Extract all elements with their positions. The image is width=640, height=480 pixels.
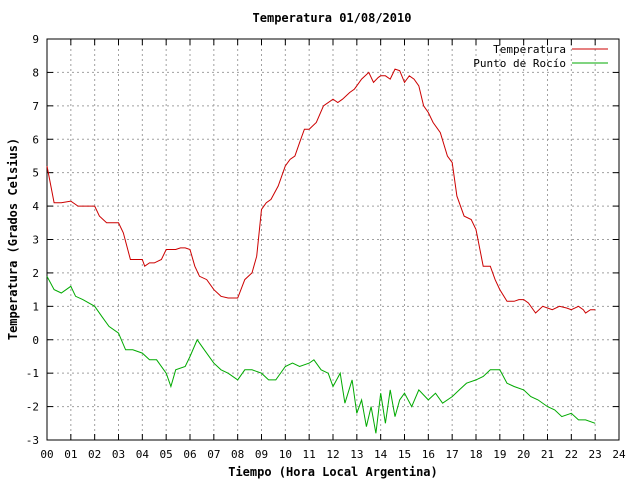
y-tick-label: 9 xyxy=(32,33,39,46)
y-tick-label: 5 xyxy=(32,167,39,180)
y-tick-label: -1 xyxy=(26,367,39,380)
y-tick-label: 0 xyxy=(32,334,39,347)
x-tick-label: 13 xyxy=(350,448,363,461)
x-tick-label: 11 xyxy=(303,448,316,461)
y-tick-label: -3 xyxy=(26,434,39,447)
y-tick-label: 6 xyxy=(32,133,39,146)
grid-lines xyxy=(47,39,619,440)
x-axis-label: Tiempo (Hora Local Argentina) xyxy=(228,465,438,479)
x-tick-label: 08 xyxy=(231,448,244,461)
x-tick-label: 03 xyxy=(112,448,125,461)
legend-label: Punto de Rocío xyxy=(473,57,566,70)
series-line-temperatura xyxy=(46,68,596,314)
x-tick-label: 24 xyxy=(612,448,626,461)
x-tick-label: 18 xyxy=(469,448,482,461)
chart-title: Temperatura 01/08/2010 xyxy=(253,11,412,25)
x-tick-label: 09 xyxy=(255,448,268,461)
x-tick-label: 22 xyxy=(565,448,578,461)
y-tick-label: -2 xyxy=(26,401,39,414)
x-tick-label: 05 xyxy=(160,448,173,461)
legend-label: Temperatura xyxy=(493,43,566,56)
y-tick-label: 1 xyxy=(32,300,39,313)
x-tick-label: 19 xyxy=(493,448,506,461)
x-tick-label: 12 xyxy=(326,448,339,461)
x-tick-label: 21 xyxy=(541,448,554,461)
x-tick-label: 06 xyxy=(183,448,196,461)
x-tick-label: 07 xyxy=(207,448,220,461)
x-tick-label: 16 xyxy=(422,448,435,461)
x-tick-label: 17 xyxy=(446,448,459,461)
y-tick-label: 2 xyxy=(32,267,39,280)
y-axis-label: Temperatura (Grados Celsius) xyxy=(6,138,20,340)
x-tick-label: 15 xyxy=(398,448,411,461)
series-lines xyxy=(46,68,596,434)
y-tick-label: 4 xyxy=(32,200,39,213)
x-tick-label: 10 xyxy=(279,448,292,461)
y-tick-label: 7 xyxy=(32,100,39,113)
x-tick-label: 14 xyxy=(374,448,388,461)
x-tick-label: 02 xyxy=(88,448,101,461)
y-tick-label: 8 xyxy=(32,66,39,79)
x-tick-label: 23 xyxy=(589,448,602,461)
y-tick-label: 3 xyxy=(32,234,39,247)
x-tick-label: 00 xyxy=(40,448,53,461)
x-tick-label: 20 xyxy=(517,448,530,461)
series-line-punto-de-rocio xyxy=(46,276,596,434)
x-tick-label: 04 xyxy=(136,448,150,461)
x-tick-label: 01 xyxy=(64,448,77,461)
